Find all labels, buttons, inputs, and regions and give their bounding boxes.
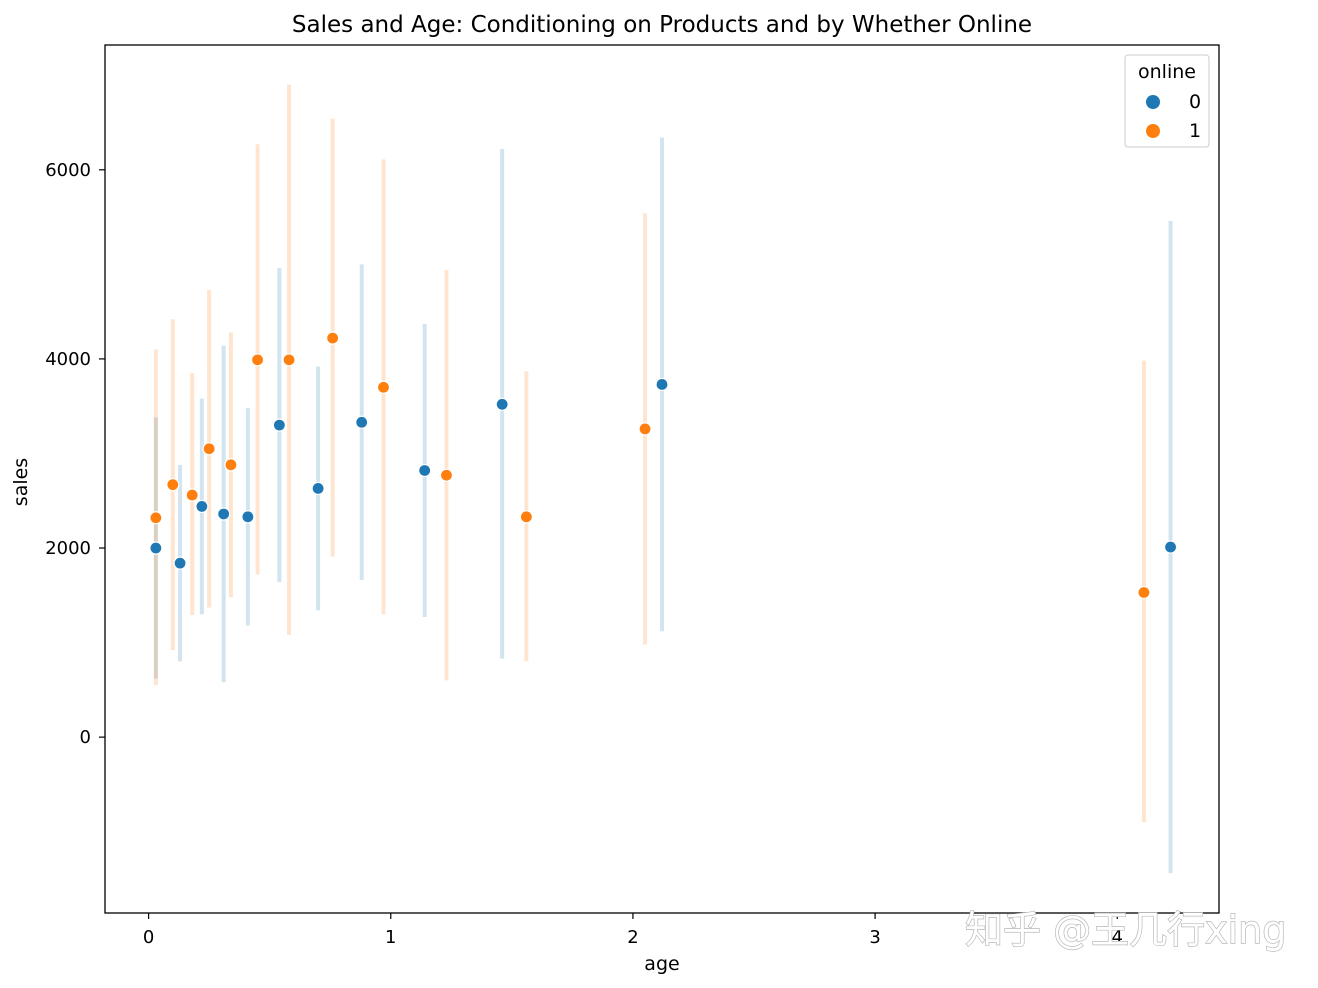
y-axis-label: sales [10, 458, 32, 506]
legend-frame [1124, 54, 1210, 148]
x-tick-label-1: 1 [385, 927, 396, 948]
point-online-1-11 [638, 422, 652, 436]
y-tick-label-0: 0 [80, 727, 91, 748]
y-tick-label-2000: 2000 [45, 538, 91, 559]
point-online-0-1 [173, 556, 187, 570]
x-tick-label-3: 3 [869, 927, 880, 948]
y-axis: 0 2000 4000 6000 [45, 160, 105, 748]
point-online-1-2 [185, 488, 199, 502]
point-online-1-5 [250, 353, 265, 367]
legend-title: online [1138, 61, 1196, 83]
data-points [149, 331, 1178, 600]
plot-area-frame [104, 44, 1220, 914]
x-tick-label-0: 0 [143, 927, 154, 948]
point-online-0-10 [655, 377, 669, 392]
x-tick-label-2: 2 [627, 927, 638, 948]
point-online-1-3 [202, 442, 216, 456]
point-online-0-5 [272, 418, 286, 432]
x-axis: 0 1 2 3 4 [143, 913, 1123, 948]
legend-label-online-1: 1 [1189, 120, 1201, 142]
x-tick-label-4: 4 [1112, 927, 1123, 948]
x-axis-label: age [644, 953, 679, 975]
y-tick-label-4000: 4000 [45, 349, 91, 370]
y-tick-label-6000: 6000 [45, 160, 91, 181]
legend-label-online-0: 0 [1189, 91, 1201, 113]
point-online-0-3 [217, 507, 231, 521]
legend: online 0 1 [1124, 54, 1210, 148]
point-online-0-7 [355, 415, 369, 429]
point-online-0-11 [1163, 540, 1178, 554]
point-online-0-2 [195, 499, 209, 514]
point-online-1-12 [1137, 585, 1151, 600]
point-online-1-8 [376, 380, 391, 394]
point-online-0-6 [311, 481, 325, 496]
point-online-0-8 [418, 463, 432, 478]
watermark: 知乎 @王几行xing [965, 908, 1286, 952]
point-online-1-6 [282, 353, 296, 367]
chart-title: Sales and Age: Conditioning on Products … [292, 12, 1032, 38]
point-online-0-9 [495, 397, 509, 411]
point-online-1-7 [326, 331, 340, 345]
error-bars [153, 84, 1173, 874]
point-online-1-10 [519, 510, 533, 524]
point-online-1-4 [224, 458, 238, 472]
legend-marker-online-1 [1146, 124, 1160, 138]
point-online-1-1 [166, 478, 180, 492]
point-online-1-0 [149, 511, 163, 525]
point-online-0-0 [149, 541, 163, 555]
legend-marker-online-0 [1146, 95, 1160, 109]
point-online-0-4 [241, 510, 255, 524]
point-online-1-9 [439, 468, 454, 482]
